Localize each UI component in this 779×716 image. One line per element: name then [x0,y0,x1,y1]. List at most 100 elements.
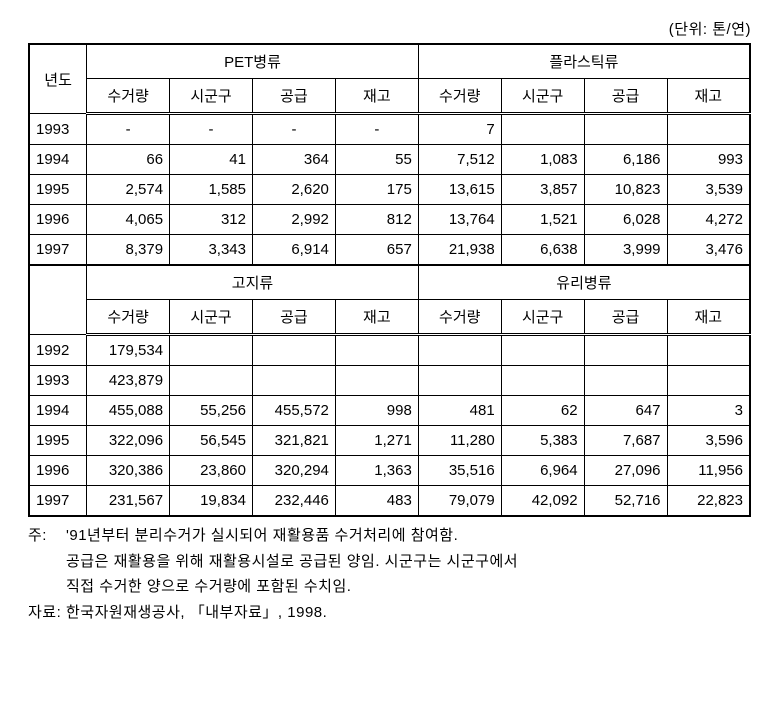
cell: 42,092 [501,486,584,517]
cell: 41 [170,145,253,175]
note-text: 공급은 재활용을 위해 재활용시설로 공급된 양임. 시군구는 시군구에서 [28,549,751,575]
note-text: '91년부터 분리수거가 실시되어 재활용품 수거처리에 참여함. [66,527,458,544]
cell-year: 1995 [29,426,87,456]
table-row: 1996 4,065 312 2,992 812 13,764 1,521 6,… [29,205,750,235]
cell: 7,687 [584,426,667,456]
cell: 79,079 [418,486,501,517]
cell [667,114,750,145]
sub-header: 공급 [584,79,667,114]
sub-header: 재고 [667,300,750,335]
cell: 1,585 [170,175,253,205]
cell: 19,834 [170,486,253,517]
table-row: 1993 423,879 [29,366,750,396]
cell: 27,096 [584,456,667,486]
top-header-row-2: 수거량 시군구 공급 재고 수거량 시군구 공급 재고 [29,79,750,114]
cell: 22,823 [667,486,750,517]
cell-year: 1993 [29,366,87,396]
source-line: 자료:한국자원재생공사, 「내부자료」, 1998. [28,600,751,626]
sub-header: 재고 [335,79,418,114]
cell: 483 [335,486,418,517]
header-pet: PET병류 [87,44,419,79]
cell: 1,521 [501,205,584,235]
header-plastic: 플라스틱류 [418,44,750,79]
cell: 55 [335,145,418,175]
cell: 4,065 [87,205,170,235]
cell [584,335,667,366]
cell-year: 1996 [29,456,87,486]
cell: 13,615 [418,175,501,205]
cell: - [252,114,335,145]
cell: - [87,114,170,145]
cell: 21,938 [418,235,501,266]
sub-header: 공급 [252,300,335,335]
sub-header: 시군구 [170,300,253,335]
cell [501,366,584,396]
cell: - [335,114,418,145]
cell: 6,964 [501,456,584,486]
cell: 5,383 [501,426,584,456]
table-row: 1995 322,096 56,545 321,821 1,271 11,280… [29,426,750,456]
cell: 6,028 [584,205,667,235]
cell: 455,572 [252,396,335,426]
note-line: 주:'91년부터 분리수거가 실시되어 재활용품 수거처리에 참여함. [28,523,751,549]
sub-header: 시군구 [501,300,584,335]
cell: 3,596 [667,426,750,456]
cell-year: 1997 [29,486,87,517]
table-row: 1994 66 41 364 55 7,512 1,083 6,186 993 [29,145,750,175]
top-header-row-1: 년도 PET병류 플라스틱류 [29,44,750,79]
cell: 6,914 [252,235,335,266]
cell: 3,539 [667,175,750,205]
table-row: 1994 455,088 55,256 455,572 998 481 62 6… [29,396,750,426]
cell: 423,879 [87,366,170,396]
cell: 455,088 [87,396,170,426]
cell-year: 1994 [29,396,87,426]
cell [584,366,667,396]
sub-header: 수거량 [418,79,501,114]
unit-label: (단위: 톤/연) [28,18,751,39]
cell [418,335,501,366]
cell: 66 [87,145,170,175]
cell-year: 1993 [29,114,87,145]
header-year: 년도 [29,44,87,114]
cell: 3,999 [584,235,667,266]
header-glass: 유리병류 [418,265,750,300]
cell [584,114,667,145]
cell: 62 [501,396,584,426]
cell-year: 1997 [29,235,87,266]
cell [501,335,584,366]
sub-header: 공급 [584,300,667,335]
cell: 998 [335,396,418,426]
cell: 322,096 [87,426,170,456]
cell [335,366,418,396]
cell: - [170,114,253,145]
sub-header: 수거량 [87,300,170,335]
cell: 232,446 [252,486,335,517]
source-label: 자료: [28,600,66,626]
cell [667,335,750,366]
cell: 35,516 [418,456,501,486]
cell: 6,638 [501,235,584,266]
table-row: 1996 320,386 23,860 320,294 1,363 35,516… [29,456,750,486]
sub-header: 재고 [667,79,750,114]
cell: 2,574 [87,175,170,205]
cell [170,335,253,366]
footnotes: 주:'91년부터 분리수거가 실시되어 재활용품 수거처리에 참여함. 공급은 … [28,523,751,625]
cell: 647 [584,396,667,426]
table-row: 1995 2,574 1,585 2,620 175 13,615 3,857 … [29,175,750,205]
cell: 56,545 [170,426,253,456]
cell: 55,256 [170,396,253,426]
cell: 812 [335,205,418,235]
cell-year: 1992 [29,335,87,366]
note-label: 주: [28,523,66,549]
sub-header: 시군구 [170,79,253,114]
mid-header-row-1: 고지류 유리병류 [29,265,750,300]
header-paper: 고지류 [87,265,419,300]
cell-year: 1995 [29,175,87,205]
cell: 312 [170,205,253,235]
cell: 11,956 [667,456,750,486]
sub-header: 수거량 [418,300,501,335]
cell: 2,992 [252,205,335,235]
cell: 321,821 [252,426,335,456]
mid-header-row-2: 수거량 시군구 공급 재고 수거량 시군구 공급 재고 [29,300,750,335]
header-year-blank [29,265,87,335]
